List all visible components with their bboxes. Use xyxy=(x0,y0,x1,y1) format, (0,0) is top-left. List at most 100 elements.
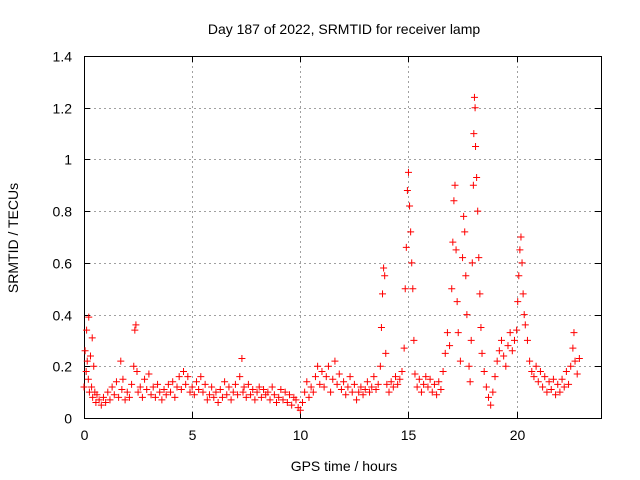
data-point xyxy=(359,391,367,399)
data-point xyxy=(123,388,131,396)
data-point xyxy=(273,398,281,406)
data-point xyxy=(532,362,540,370)
data-point xyxy=(182,380,190,388)
data-point xyxy=(402,243,410,251)
data-point xyxy=(554,380,562,388)
data-point xyxy=(270,391,278,399)
data-point xyxy=(242,393,250,401)
data-point xyxy=(314,362,322,370)
data-point xyxy=(320,383,328,391)
data-point xyxy=(251,396,259,404)
data-point xyxy=(158,396,166,404)
data-point xyxy=(374,380,382,388)
data-point xyxy=(465,362,473,370)
data-point xyxy=(380,264,388,272)
data-point xyxy=(186,388,194,396)
data-point xyxy=(136,383,144,391)
data-point xyxy=(260,386,268,394)
data-point xyxy=(519,290,527,298)
data-point xyxy=(470,130,478,138)
data-point xyxy=(296,406,304,414)
data-point xyxy=(545,378,553,386)
data-point xyxy=(177,386,185,394)
data-point xyxy=(573,370,581,378)
data-point xyxy=(491,373,499,381)
data-point xyxy=(502,362,510,370)
data-point xyxy=(426,375,434,383)
data-point xyxy=(337,386,345,394)
y-tick-label: 0.8 xyxy=(53,204,73,220)
x-tick-label: 10 xyxy=(293,427,309,443)
data-point xyxy=(466,378,474,386)
data-point xyxy=(355,388,363,396)
data-point xyxy=(383,380,391,388)
data-point xyxy=(156,388,164,396)
data-point xyxy=(145,370,153,378)
data-point xyxy=(567,362,575,370)
data-point xyxy=(301,388,309,396)
data-point xyxy=(556,388,564,396)
data-point xyxy=(106,396,114,404)
data-point xyxy=(160,386,168,394)
data-point xyxy=(247,391,255,399)
data-point xyxy=(203,396,211,404)
data-point xyxy=(281,388,289,396)
data-point xyxy=(413,383,421,391)
axis-ticks xyxy=(84,56,601,419)
data-point xyxy=(238,355,246,363)
data-point xyxy=(521,321,529,329)
data-point xyxy=(162,391,170,399)
data-point xyxy=(514,298,522,306)
data-point xyxy=(309,388,317,396)
data-point xyxy=(82,367,90,375)
data-point xyxy=(175,373,183,381)
data-point xyxy=(210,393,218,401)
data-point xyxy=(558,375,566,383)
data-point xyxy=(95,396,103,404)
x-axis-label: GPS time / hours xyxy=(291,458,398,474)
data-point xyxy=(85,313,93,321)
data-point xyxy=(530,373,538,381)
data-point xyxy=(346,373,354,381)
data-point xyxy=(446,342,454,350)
data-point xyxy=(376,362,384,370)
data-point xyxy=(463,311,471,319)
data-point xyxy=(448,285,456,293)
data-point xyxy=(462,272,470,280)
data-point xyxy=(433,391,441,399)
data-point xyxy=(516,246,524,254)
data-point xyxy=(403,186,411,194)
data-point xyxy=(244,380,252,388)
data-point xyxy=(510,336,518,344)
data-point xyxy=(131,326,139,334)
data-point xyxy=(102,398,110,406)
data-point xyxy=(430,380,438,388)
data-point xyxy=(473,174,481,182)
data-markers xyxy=(80,93,583,414)
data-point xyxy=(366,388,374,396)
grid xyxy=(84,56,601,418)
data-point xyxy=(422,373,430,381)
data-point xyxy=(394,380,402,388)
data-point xyxy=(428,388,436,396)
data-point xyxy=(469,181,477,189)
data-point xyxy=(279,396,287,404)
data-point xyxy=(408,259,416,267)
data-point xyxy=(372,386,380,394)
data-point xyxy=(482,383,490,391)
data-point xyxy=(192,378,200,386)
chart-title: Day 187 of 2022, SRMTID for receiver lam… xyxy=(208,21,481,37)
data-point xyxy=(493,357,501,365)
data-point xyxy=(327,388,335,396)
data-point xyxy=(89,393,97,401)
data-point xyxy=(147,391,155,399)
data-point xyxy=(575,355,583,363)
data-point xyxy=(108,383,116,391)
data-point xyxy=(154,380,162,388)
x-tick-label: 20 xyxy=(510,427,526,443)
data-point xyxy=(268,383,276,391)
data-point xyxy=(201,380,209,388)
data-point xyxy=(417,388,425,396)
data-point xyxy=(517,233,525,241)
